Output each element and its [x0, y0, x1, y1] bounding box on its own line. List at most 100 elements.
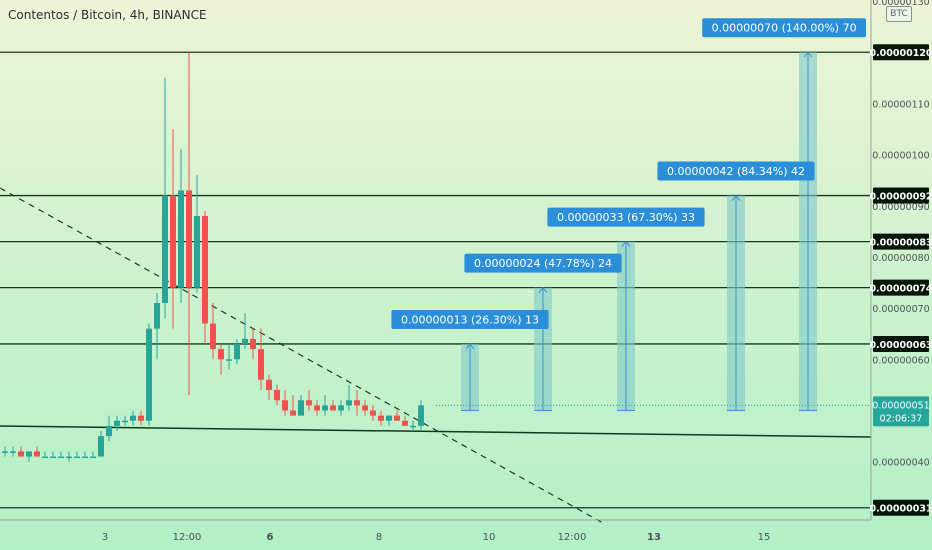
target-label-box [391, 309, 549, 329]
candle-body [154, 303, 160, 329]
level-price-label: 0.00000120 [869, 44, 932, 61]
target-projection[interactable] [799, 51, 817, 411]
target-arrowhead [731, 194, 741, 201]
candle [202, 210, 208, 344]
target-label: 0.00000013 (26.30%) 13 [391, 309, 549, 329]
candle [314, 400, 320, 416]
candle-body [386, 415, 392, 421]
candle-body [26, 451, 32, 457]
target-projection[interactable] [534, 286, 552, 411]
candle [266, 374, 272, 401]
candle [298, 395, 304, 416]
target-label-box [702, 18, 866, 38]
candle-body [314, 405, 320, 411]
price-tick-label: 0.00000080 [872, 253, 929, 264]
candle-body [330, 405, 336, 411]
candle-body [202, 216, 208, 324]
candle-body [106, 425, 112, 437]
price-tick-label: 0.00000110 [872, 99, 929, 110]
candle [418, 400, 424, 431]
target-label: 0.00000024 (47.78%) 24 [464, 253, 622, 273]
target-label: 0.00000033 (67.30%) 33 [547, 207, 705, 227]
candle-body [210, 323, 216, 350]
candle [138, 410, 144, 426]
candle [218, 343, 224, 375]
level-price-box [873, 187, 929, 204]
level-price-box [873, 335, 929, 352]
target-projection[interactable] [461, 343, 479, 411]
candle [402, 415, 408, 426]
candle-body [90, 456, 96, 459]
target-projection[interactable] [727, 194, 745, 411]
target-arrowhead [465, 343, 475, 350]
candle-body [194, 216, 200, 288]
resistance-trendline[interactable] [0, 187, 604, 524]
level-price-label: 0.00000063 [869, 335, 932, 352]
candle [106, 415, 112, 442]
candle [90, 451, 96, 459]
level-price-label: 0.00000074 [869, 279, 932, 296]
currency-badge[interactable]: BTC [886, 6, 912, 22]
candle-body [42, 456, 48, 459]
candle-body [306, 400, 312, 406]
candle [10, 446, 16, 457]
candle-body [258, 349, 264, 380]
chart-title: Contentos / Bitcoin, 4h, BINANCE [8, 8, 207, 22]
candle-body [290, 410, 296, 416]
candle [66, 451, 72, 462]
candle [98, 430, 104, 457]
candle-body [226, 359, 232, 361]
candle [154, 292, 160, 360]
candle-body [122, 420, 128, 423]
target-projection[interactable] [617, 240, 635, 411]
candle [258, 328, 264, 391]
candle-body [298, 400, 304, 416]
target-arrowhead [621, 240, 631, 247]
level-price-label: 0.00000083 [869, 233, 932, 250]
target-label-text: 0.00000024 (47.78%) 24 [474, 257, 612, 270]
support-trendline[interactable] [0, 425, 872, 438]
candle-body [322, 405, 328, 411]
candle [394, 410, 400, 421]
time-tick-label: 6 [267, 532, 274, 543]
candle [306, 390, 312, 411]
time-tick-label: 15 [758, 532, 771, 543]
candle-countdown: 02:06:37 [880, 413, 923, 424]
candle-body [162, 195, 168, 304]
candle-body [66, 456, 72, 459]
level-price-label: 0.00000031 [869, 499, 932, 516]
candle [114, 415, 120, 431]
candle-body [218, 349, 224, 360]
level-price-label: 0.00000092 [869, 187, 932, 204]
candle-body [186, 190, 192, 288]
candle [42, 451, 48, 459]
target-label-text: 0.00000070 (140.00%) 70 [712, 22, 857, 35]
candle [346, 384, 352, 411]
level-price-text: 0.00000031 [869, 504, 932, 515]
candle [26, 451, 32, 462]
candle-body [234, 343, 240, 360]
time-tick-label: 12:00 [173, 532, 202, 543]
candle [178, 149, 184, 304]
candle [146, 323, 152, 426]
candle-body [346, 400, 352, 406]
candle-body [242, 338, 248, 344]
target-label-box [464, 253, 622, 273]
candle-body [98, 436, 104, 457]
target-label-text: 0.00000042 (84.34%) 42 [667, 165, 805, 178]
candle-body [274, 390, 280, 401]
candle-body [178, 190, 184, 288]
candle-body [370, 410, 376, 416]
time-tick-label: 12:00 [558, 532, 587, 543]
candle-body [58, 456, 64, 459]
candle-body [418, 405, 424, 426]
candle-body [74, 456, 80, 459]
candle [370, 405, 376, 421]
candle [122, 415, 128, 426]
level-price-box [873, 233, 929, 250]
candle-body [2, 451, 8, 453]
candle [322, 395, 328, 416]
